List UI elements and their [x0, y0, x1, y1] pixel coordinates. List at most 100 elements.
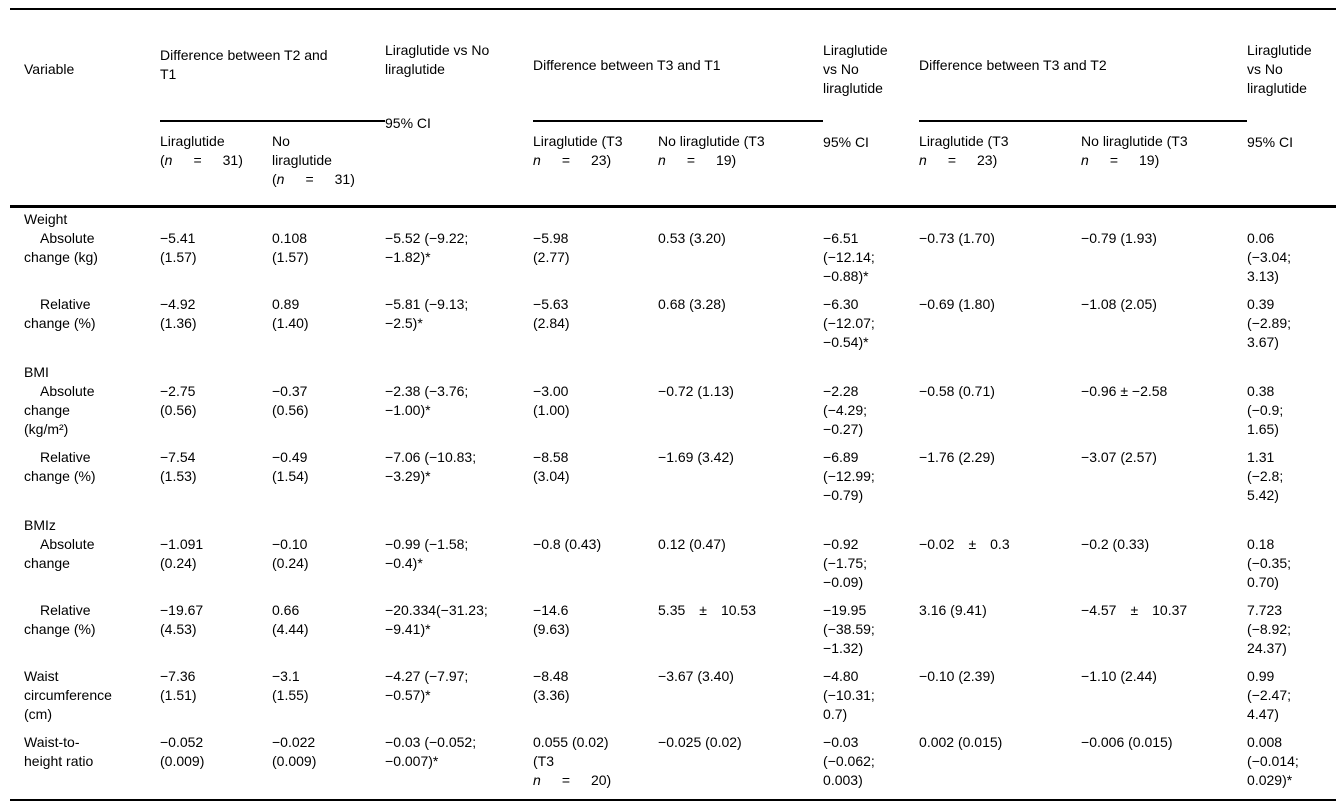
- table-cell: −3.00 (1.00): [533, 383, 570, 418]
- ci-label: Liraglutide vs No liraglutide: [385, 42, 490, 77]
- row-label: BMI: [24, 364, 49, 380]
- table-cell: −20.334(−31.23; −9.41)*: [385, 602, 488, 637]
- subcolumn-no-liraglutide-t3t2: No liraglutide (T3 n = 19): [1081, 121, 1248, 208]
- table-cell: −8.58 (3.04): [533, 449, 570, 484]
- table-cell: −5.81 (−9.13; −2.5)*: [385, 296, 469, 331]
- table-cell: −0.025 (0.02): [658, 734, 742, 750]
- table-cell: 0.06 (−3.04; 3.13): [1247, 230, 1292, 284]
- table-cell: [272, 361, 385, 382]
- table-cell: −7.06 (−10.83; −3.29)*: [385, 449, 477, 484]
- row-label: Relative change (%): [24, 602, 96, 637]
- table-cell: −1.69 (3.42): [658, 449, 734, 465]
- table-cell: −6.30 (−12.07; −0.54)*: [823, 296, 875, 350]
- table-cell: −0.72 (1.13): [658, 383, 734, 399]
- row-label: Weight: [24, 211, 68, 227]
- subcolumn-liraglutide-t3t1: Liraglutide (T3 n = 23): [533, 121, 659, 208]
- table-cell: −2.38 (−3.76; −1.00)*: [385, 383, 469, 418]
- table-cell: [823, 361, 919, 382]
- table-cell: −5.52 (−9.22; −1.82)*: [385, 230, 469, 265]
- table-cell: −0.69 (1.80): [919, 296, 995, 312]
- table-cell: 5.35 ± 10.53: [658, 602, 756, 618]
- table-cell: −0.73 (1.70): [919, 230, 995, 246]
- table-cell: −4.80 (−10.31; 0.7): [823, 668, 875, 722]
- group-row: BMI: [10, 361, 1336, 382]
- table-cell: −4.57 ± 10.37: [1081, 602, 1188, 618]
- column-header-diff-t2-t1: Difference between T2 and T1: [160, 9, 386, 122]
- table-cell: −1.76 (2.29): [919, 449, 995, 465]
- table-row: Relative change (%) −7.54 (1.53) −0.49 (1.…: [10, 448, 1336, 514]
- table-cell: −6.89 (−12.99; −0.79): [823, 449, 875, 503]
- table-cell: −7.36 (1.51): [160, 668, 197, 703]
- table-cell: −0.96 ± −2.58: [1081, 383, 1168, 399]
- row-label: Relative change (%): [24, 449, 96, 484]
- table-cell: 0.002 (0.015): [919, 734, 1003, 750]
- table-row: Relative change (%) −4.92 (1.36) 0.89 (1.4…: [10, 295, 1336, 361]
- table-cell: −0.02 ± 0.3: [919, 536, 1010, 552]
- table-cell: −19.95 (−38.59; −1.32): [823, 602, 875, 656]
- table-cell: [385, 514, 533, 535]
- table-cell: [160, 207, 272, 230]
- table-cell: [272, 514, 385, 535]
- table-cell: [823, 207, 919, 230]
- table-cell: −0.022 (0.009): [272, 734, 317, 769]
- table-cell: −0.79 (1.93): [1081, 230, 1157, 246]
- table-cell: 7.723 (−8.92; 24.37): [1247, 602, 1292, 656]
- table-cell: [919, 514, 1081, 535]
- table-cell: 0.12 (0.47): [658, 536, 726, 552]
- table-cell: −1.091 (0.24): [160, 536, 204, 571]
- table-cell: [658, 207, 823, 230]
- table-cell: 1.31 (−2.8; 5.42): [1247, 449, 1284, 503]
- column-header-ci-t2-t1: Liraglutide vs No liraglutide 95% CI: [385, 9, 534, 208]
- column-header-diff-t3-t1: Difference between T3 and T1: [533, 9, 824, 122]
- table-cell: −0.052 (0.009): [160, 734, 205, 769]
- table-cell: −1.10 (2.44): [1081, 668, 1157, 684]
- table-body: Weight Absolute change (kg) −5.41 (1.57) 0.…: [10, 207, 1336, 801]
- group-row: Weight: [10, 207, 1336, 230]
- table-cell: [919, 361, 1081, 382]
- table-cell: −0.92 (−1.75; −0.09): [823, 536, 868, 590]
- table-cell: [533, 514, 658, 535]
- table-cell: [658, 361, 823, 382]
- table-cell: [385, 207, 533, 230]
- table-cell: −0.99 (−1.58; −0.4)*: [385, 536, 469, 571]
- ci-sublabel: 95% CI: [823, 134, 869, 150]
- ci-label: Liraglutide vs No liraglutide: [823, 42, 888, 96]
- table-cell: −5.41 (1.57): [160, 230, 197, 265]
- table-row: Waist circumference (cm) −7.36 (1.51) −3.1…: [10, 667, 1336, 733]
- table-cell: [658, 514, 823, 535]
- ci-sublabel: 95% CI: [1247, 134, 1293, 150]
- row-label: Absolute change: [24, 536, 95, 571]
- table-row: Relative change (%) −19.67 (4.53) 0.66 (4.…: [10, 601, 1336, 667]
- table-cell: −5.63 (2.84): [533, 296, 570, 331]
- table-cell: [1081, 514, 1247, 535]
- table-cell: [1247, 514, 1336, 535]
- column-header-diff-t3-t2: Difference between T3 and T2: [919, 9, 1248, 122]
- table-cell: 0.99 (−2.47; 4.47): [1247, 668, 1292, 722]
- header-row-groups: Variable Difference between T2 and T1 Li…: [10, 9, 1337, 208]
- table-cell: −0.37 (0.56): [272, 383, 309, 418]
- table-cell: 0.008 (−0.014; 0.029)*: [1247, 734, 1299, 788]
- table-cell: −1.08 (2.05): [1081, 296, 1157, 312]
- table-cell: [272, 207, 385, 230]
- table-cell: −6.51 (−12.14; −0.88)*: [823, 230, 875, 284]
- table-cell: [1081, 361, 1247, 382]
- subcolumn-no-liraglutide-t2t1: No liraglutide (n = 31): [272, 121, 386, 208]
- group-row: BMIz: [10, 514, 1336, 535]
- table-cell: [160, 514, 272, 535]
- table-cell: −0.8 (0.43): [533, 536, 602, 552]
- table-cell: −0.58 (0.71): [919, 383, 995, 399]
- column-header-ci-t3-t2: Liraglutide vs No liraglutide 95% CI: [1247, 9, 1337, 208]
- table-cell: −8.48 (3.36): [533, 668, 570, 703]
- row-label: Relative change (%): [24, 296, 96, 331]
- table-row: Waist-to- height ratio −0.052 (0.009) −0.0…: [10, 733, 1336, 800]
- table-header: Variable Difference between T2 and T1 Li…: [10, 9, 1337, 208]
- column-header-variable: Variable: [10, 9, 160, 208]
- table-cell: [1247, 207, 1336, 230]
- table-cell: −0.03 (−0.052; −0.007)*: [385, 734, 477, 769]
- table-cell: 0.055 (0.02) (T3 n = 20): [533, 734, 612, 788]
- table-cell: 0.68 (3.28): [658, 296, 726, 312]
- table-cell: [533, 207, 658, 230]
- table-cell: −2.28 (−4.29; −0.27): [823, 383, 868, 437]
- table-row: Absolute change (kg/m²) −2.75 (0.56) −0.37…: [10, 382, 1336, 448]
